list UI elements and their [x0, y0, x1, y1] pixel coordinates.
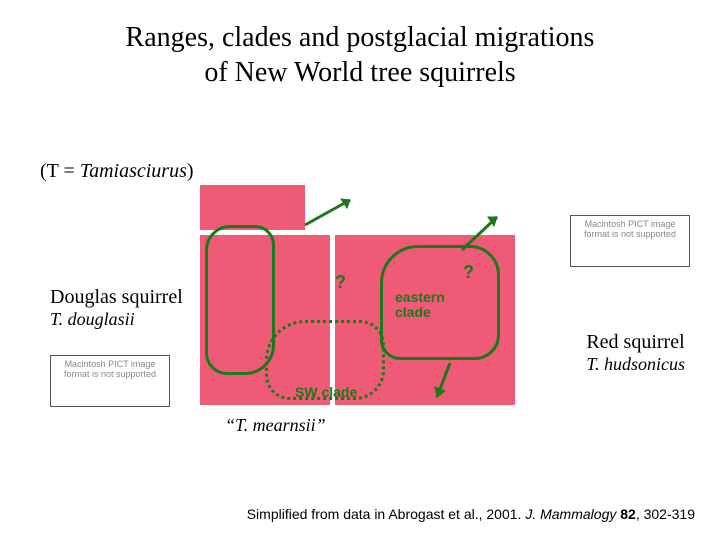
- douglas-clade-outline: [205, 225, 275, 375]
- abbrev-genus: Tamiasciurus: [80, 160, 187, 182]
- eastern-clade-label: eastern clade: [395, 290, 445, 321]
- eastern-l2: clade: [395, 304, 431, 320]
- question-mark-right: ?: [463, 263, 474, 283]
- species-right-sci: T. hudsonicus: [586, 354, 685, 376]
- pict-placeholder-bottom-left: Macintosh PICT image format is not suppo…: [50, 355, 170, 407]
- abbrev-prefix: (T =: [40, 160, 80, 182]
- citation-prefix: Simplified from data in Abrogast et al.,…: [247, 506, 526, 522]
- pict-placeholder-top-right: Macintosh PICT image format is not suppo…: [570, 215, 690, 267]
- species-mearnsii: “T. mearnsii”: [225, 415, 326, 436]
- citation-journal: J. Mammalogy: [525, 506, 616, 522]
- clade-diagram: eastern clade SW clade ? ?: [200, 185, 520, 410]
- species-left-sci: T. douglasii: [50, 309, 183, 331]
- citation-pages: , 302-319: [636, 506, 695, 522]
- page-title: Ranges, clades and postglacial migration…: [0, 0, 720, 90]
- arrow-ne: [452, 205, 512, 260]
- species-left-common: Douglas squirrel: [50, 285, 183, 309]
- question-mark-top: ?: [335, 273, 346, 293]
- citation: Simplified from data in Abrogast et al.,…: [247, 506, 695, 522]
- arrow-nw: [295, 190, 370, 235]
- species-right-block: Red squirrel T. hudsonicus: [586, 330, 685, 376]
- arrow-s: [425, 355, 465, 410]
- title-line-1: Ranges, clades and postglacial migration…: [126, 22, 595, 53]
- pict-msg-bl: Macintosh PICT image format is not suppo…: [64, 359, 156, 379]
- genus-abbreviation: (T = Tamiasciurus): [40, 160, 194, 183]
- pict-msg-tr: Macintosh PICT image format is not suppo…: [584, 219, 676, 239]
- abbrev-suffix: ): [187, 160, 194, 182]
- sw-clade-label: SW clade: [295, 385, 357, 400]
- title-line-2: of New World tree squirrels: [204, 57, 515, 88]
- citation-volume: 82: [620, 506, 636, 522]
- eastern-l1: eastern: [395, 289, 445, 305]
- fill-region-a: [200, 185, 305, 230]
- species-left-block: Douglas squirrel T. douglasii: [50, 285, 183, 331]
- species-right-common: Red squirrel: [586, 330, 685, 354]
